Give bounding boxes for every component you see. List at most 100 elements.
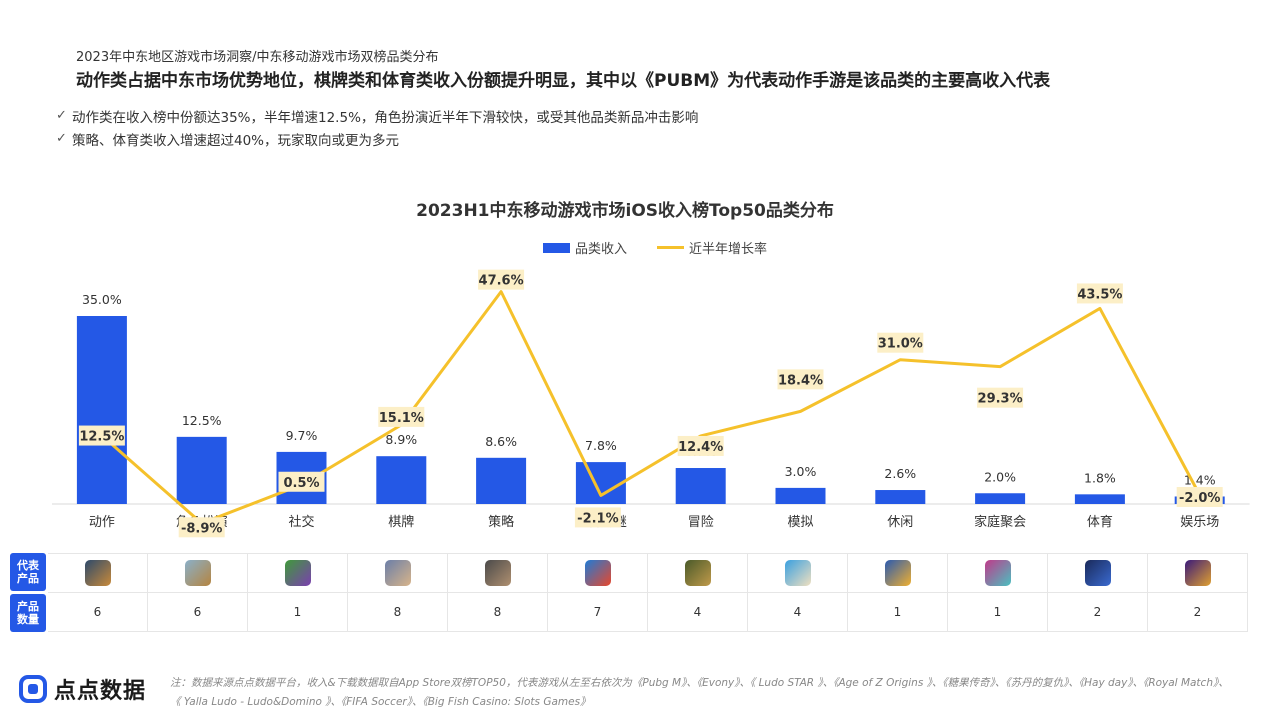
product-count: 6 [148, 593, 248, 632]
bar-value-label: 12.5% [182, 413, 222, 428]
legend-item-growth: 近半年增长率 [657, 238, 767, 257]
bar-3 [376, 456, 427, 504]
yalla-ludo-icon [984, 560, 1011, 586]
bar-10 [1074, 494, 1125, 504]
bar-6 [675, 468, 726, 504]
key-findings: ✓ 动作类在收入榜中份额达35%，半年增速12.5%，角色扮演近半年下滑较快，或… [56, 104, 698, 150]
bar-9 [975, 493, 1026, 504]
growth-label-bg [478, 269, 525, 290]
finding-text: 策略、体育类收入增速超过40%，玩家取向或更为多元 [72, 132, 400, 149]
growth-label-bg [877, 332, 924, 353]
growth-label-bg [78, 425, 125, 446]
product-count: 1 [948, 593, 1048, 632]
candy-crush-icon [484, 560, 511, 586]
evony-icon [184, 560, 211, 586]
growth-label-bg [677, 435, 724, 456]
growth-label-bg [777, 369, 824, 390]
x-tick-label: 家庭聚会 [974, 514, 1026, 530]
candy-game-icon [584, 560, 611, 586]
bar-value-label: 7.8% [585, 438, 617, 453]
bar-value-label: 1.8% [1084, 470, 1116, 485]
bar-value-label: 3.0% [785, 464, 817, 479]
product-count: 4 [748, 593, 848, 632]
bar-value-label: 35.0% [82, 292, 122, 307]
product-count: 4 [648, 593, 748, 632]
product-cell [548, 553, 648, 593]
product-cell [48, 553, 148, 593]
legend-item-revenue: 品类收入 [542, 238, 627, 257]
fifa-soccer-icon [1084, 560, 1111, 586]
legend-label: 品类收入 [574, 242, 627, 257]
source-note: 注：数据来源点点数据平台，收入&下载数据取自App Store双榜TOP50，代… [170, 677, 1229, 708]
growth-label-bg [1176, 487, 1223, 507]
bar-value-label: 8.9% [385, 432, 417, 447]
growth-value-label: 47.6% [479, 274, 524, 289]
growth-value-label: 12.5% [79, 430, 124, 445]
legend-label: 近半年增长率 [689, 242, 768, 257]
brand-logo: 点点数据 [18, 673, 146, 705]
growth-value-label: 43.5% [1077, 287, 1122, 302]
product-count: 2 [1148, 593, 1248, 632]
pubg-mobile-icon [84, 560, 111, 586]
big-fish-casino-icon [1184, 560, 1211, 586]
lost-epic-icon [684, 560, 711, 586]
age-of-z-icon [384, 560, 411, 586]
breadcrumb: 2023年中东地区游戏市场洞察/中东移动游戏市场双榜品类分布 [76, 50, 439, 65]
product-cell [448, 553, 548, 593]
growth-value-label: 29.3% [978, 392, 1023, 407]
product-count: 2 [1048, 593, 1148, 632]
bar-value-label: 9.7% [286, 428, 318, 443]
product-cell [148, 553, 248, 593]
legend-bar-swatch [542, 242, 570, 253]
x-tick-label: 体育 [1087, 514, 1113, 530]
growth-value-label: 31.0% [878, 337, 923, 352]
product-cell [948, 553, 1048, 593]
x-tick-label: 娱乐场 [1180, 515, 1219, 530]
growth-label-bg [378, 406, 425, 427]
legend-line-swatch [657, 246, 684, 249]
growth-value-label: 15.1% [379, 411, 424, 426]
finding-item: ✓ 策略、体育类收入增速超过40%，玩家取向或更为多元 [56, 127, 698, 150]
growth-value-label: -8.9% [181, 521, 222, 536]
product-cell [348, 553, 448, 593]
row-header-count: 产品数量 [10, 594, 46, 632]
royal-match-icon [884, 560, 911, 586]
product-count: 7 [548, 593, 648, 632]
x-tick-label: 社交 [288, 514, 314, 530]
check-icon: ✓ [56, 108, 67, 123]
bar-value-label: 1.4% [1184, 472, 1216, 487]
row-header-products: 代表产品 [10, 553, 46, 591]
growth-label-bg [1076, 283, 1123, 304]
x-tick-label: 模拟 [787, 515, 813, 530]
x-tick-label: 休闲 [887, 515, 913, 530]
product-cell [248, 553, 348, 593]
bar-value-label: 2.0% [984, 469, 1016, 484]
product-count: 8 [348, 593, 448, 632]
product-cell [1148, 553, 1248, 593]
product-count: 8 [448, 593, 548, 632]
x-tick-label: 动作 [89, 515, 115, 530]
product-count: 1 [248, 593, 348, 632]
diandian-logo-icon [19, 675, 47, 703]
growth-value-label: 18.4% [778, 373, 823, 388]
bar-4 [476, 457, 527, 504]
finding-text: 动作类在收入榜中份额达35%，半年增速12.5%，角色扮演近半年下滑较快，或受其… [72, 109, 699, 126]
check-icon: ✓ [56, 131, 67, 146]
growth-value-label: 0.5% [283, 476, 319, 491]
product-cell [648, 553, 748, 593]
growth-value-label: -2.0% [1179, 491, 1220, 506]
growth-value-label: 12.4% [678, 440, 723, 455]
brand-name: 点点数据 [54, 679, 147, 704]
bar-0 [76, 316, 127, 504]
x-tick-label: 冒险 [688, 515, 714, 530]
hay-day-icon [784, 560, 811, 586]
product-count: 6 [48, 593, 148, 632]
product-count: 1 [848, 593, 948, 632]
bar-value-label: 2.6% [884, 466, 916, 481]
growth-value-label: -2.1% [577, 511, 618, 526]
growth-label-bg [574, 507, 621, 528]
icon-row: 代表产品 [10, 553, 1248, 593]
chart-title: 2023H1中东移动游戏市场iOS收入榜Top50品类分布 [416, 201, 834, 221]
